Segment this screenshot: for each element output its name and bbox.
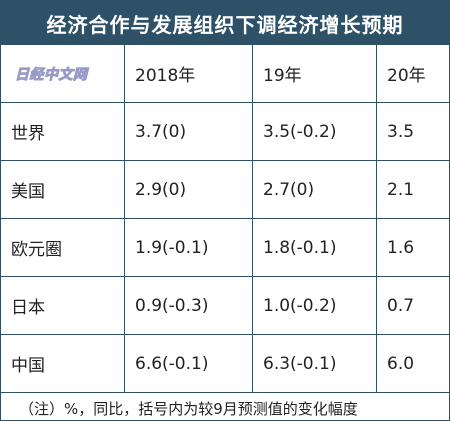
table-row-eurozone: 欧元圈 1.9(-0.1) 1.8(-0.1) 1.6 xyxy=(1,219,449,277)
column-header-2020: 20年 xyxy=(387,66,426,86)
value-2018: 1.9(-0.1) xyxy=(125,219,253,276)
value-2018: 0.9(-0.3) xyxy=(125,277,253,334)
table-row-us: 美国 2.9(0) 2.7(0) 2.1 xyxy=(1,161,449,219)
value-2020: 1.6 xyxy=(387,237,415,258)
table-title: 经济合作与发展组织下调经济增长预期 xyxy=(1,1,449,45)
table-row-china: 中国 6.6(-0.1) 6.3(-0.1) 6.0 xyxy=(1,335,449,393)
row-label: 日本 xyxy=(1,277,125,334)
nikkei-watermark: 日经中文网 xyxy=(15,66,88,83)
row-label: 中国 xyxy=(1,335,125,392)
value-2019: 3.5(-0.2) xyxy=(253,103,377,160)
value-2020: 6.0 xyxy=(387,353,415,374)
value-2019: 1.8(-0.1) xyxy=(253,219,377,276)
column-header-2018: 2018年 xyxy=(125,45,253,102)
value-2018: 6.6(-0.1) xyxy=(125,335,253,392)
value-2019: 2.7(0) xyxy=(253,161,377,218)
row-label: 世界 xyxy=(1,103,125,160)
table-row-japan: 日本 0.9(-0.3) 1.0(-0.2) 0.7 xyxy=(1,277,449,335)
header-row: 日经中文网 2018年 19年 20年 xyxy=(1,45,449,103)
table-footnote: （注）%，同比，括号内为较9月预测值的变化幅度 xyxy=(19,400,358,418)
value-2020: 0.7 xyxy=(387,295,415,316)
value-2020: 2.1 xyxy=(387,179,415,200)
value-2018: 3.7(0) xyxy=(125,103,253,160)
value-2019: 6.3(-0.1) xyxy=(253,335,377,392)
row-label: 欧元圈 xyxy=(1,219,125,276)
watermark-cell: 日经中文网 xyxy=(1,45,125,102)
row-label: 美国 xyxy=(1,161,125,218)
value-2020: 3.5 xyxy=(387,121,415,142)
table-row-world: 世界 3.7(0) 3.5(-0.2) 3.5 xyxy=(1,103,449,161)
column-header-2019: 19年 xyxy=(253,45,377,102)
value-2018: 2.9(0) xyxy=(125,161,253,218)
value-2019: 1.0(-0.2) xyxy=(253,277,377,334)
forecast-table: 日经中文网 2018年 19年 20年 世界 3.7(0) 3.5(-0.2) … xyxy=(1,45,449,393)
